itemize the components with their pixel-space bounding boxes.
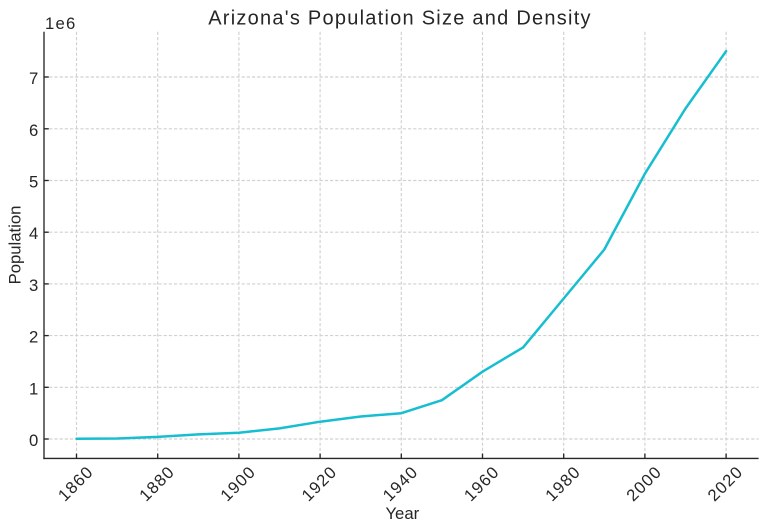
svg-text:Population: Population (5, 206, 24, 285)
svg-text:7: 7 (29, 69, 38, 88)
svg-text:Year: Year (385, 504, 419, 523)
svg-text:1: 1 (29, 379, 38, 398)
svg-text:Arizona's Population Size and: Arizona's Population Size and Density (208, 7, 592, 29)
svg-text:4: 4 (29, 224, 38, 243)
svg-text:0: 0 (29, 431, 38, 450)
svg-text:2: 2 (29, 328, 38, 347)
svg-text:5: 5 (29, 173, 38, 192)
svg-text:1e6: 1e6 (45, 14, 76, 33)
svg-text:3: 3 (29, 276, 38, 295)
svg-text:6: 6 (29, 121, 38, 140)
